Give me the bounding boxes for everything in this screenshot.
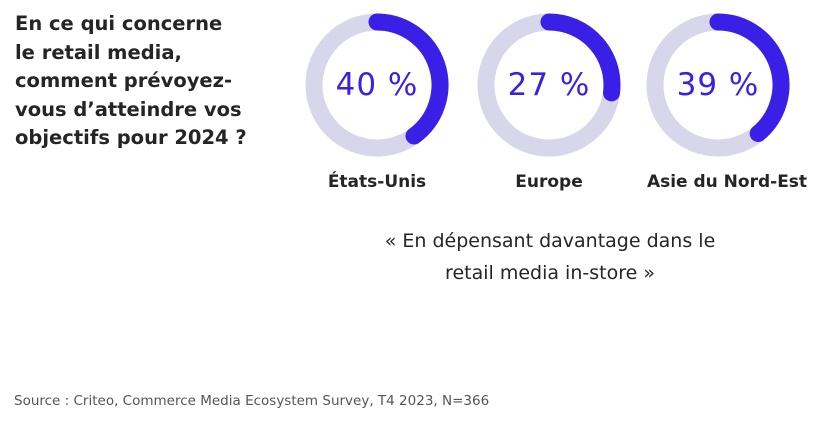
region-label-etats-unis: États-Unis (327, 172, 427, 192)
donut-chart-asie: 39 % (646, 13, 790, 157)
annotation-line: retail media in-store » (445, 262, 655, 284)
donut-chart-etats-unis: 40 % (305, 13, 449, 157)
question-line: vous d’atteindre vos (15, 97, 242, 121)
donut-value-arc (368, 13, 449, 145)
donut-svg (305, 13, 449, 157)
question-text: En ce qui concerne le retail media, comm… (15, 10, 255, 153)
donut-svg (477, 13, 621, 157)
donut-value-label: 39 % (676, 67, 760, 103)
annotation-line: « En dépensant davantage dans le (384, 230, 716, 252)
donut-chart-europe: 27 % (477, 13, 621, 157)
question-line: comment prévoyez- (15, 69, 233, 92)
region-label-europe: Europe (515, 172, 583, 192)
question-line: En ce qui concerne (15, 12, 223, 35)
source-note: Source : Criteo, Commerce Media Ecosyste… (14, 393, 490, 409)
donut-charts: 40 % 27 % 39 % (0, 0, 831, 200)
question-line: objectifs pour 2024 ? (15, 126, 247, 149)
region-label-asie: Asie du Nord-Est (646, 172, 808, 192)
question-line: le retail media, (15, 40, 182, 64)
donut-value-arc (540, 13, 621, 102)
donut-value-label: 27 % (507, 67, 591, 103)
donut-value-arc (709, 13, 790, 143)
donut-svg (646, 13, 790, 157)
annotation-quote: « En dépensant davantage dans le retail … (350, 225, 750, 289)
donut-value-label: 40 % (335, 67, 419, 103)
